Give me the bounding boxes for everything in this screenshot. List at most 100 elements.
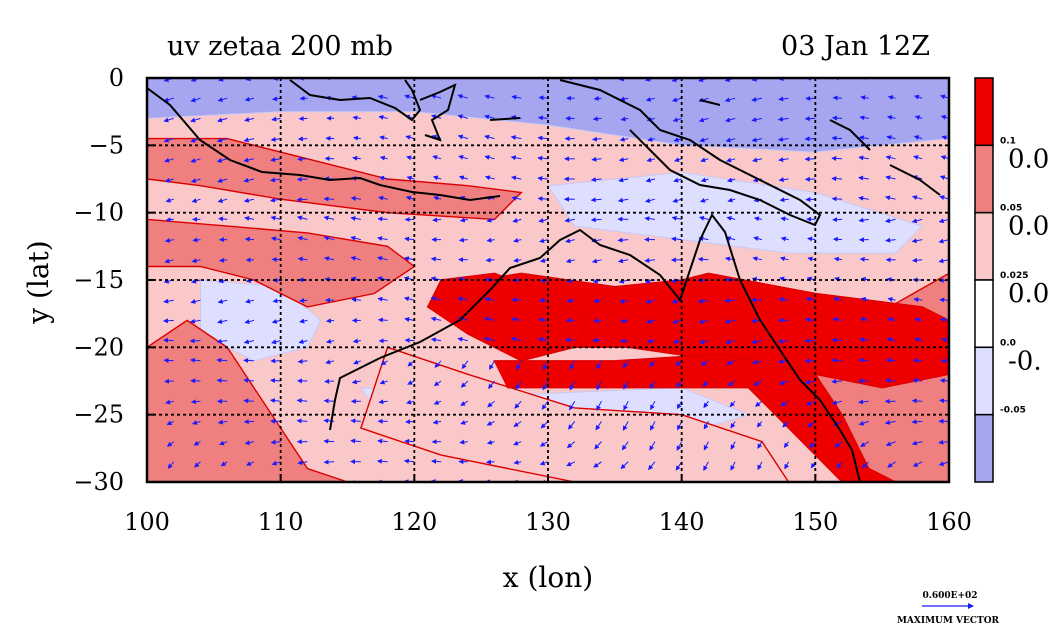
wind-vector (271, 257, 281, 263)
wind-vector (887, 317, 896, 323)
wind-vector (676, 441, 683, 451)
wind-vector (485, 459, 495, 465)
wind-vector (269, 197, 281, 203)
colorbar-boundary-label: -0.05 (1000, 406, 1026, 416)
wind-vector (644, 216, 655, 222)
wind-vector (163, 357, 174, 363)
wind-vector (244, 236, 254, 242)
wind-vector (672, 97, 682, 103)
wind-vector (511, 297, 522, 303)
wind-vector (351, 379, 361, 385)
title-right: 03 Jan 12Z (781, 31, 930, 62)
colorbar-boundary-label: 0.0 (1000, 338, 1016, 348)
wind-vector (457, 336, 468, 342)
wind-vector (782, 421, 789, 428)
wind-vector (832, 236, 843, 242)
wind-vector (780, 236, 789, 242)
wind-vector (147, 340, 148, 341)
wind-vector (911, 398, 923, 404)
wind-vector (724, 117, 736, 123)
wind-vector (569, 360, 576, 371)
x-tick-label: 100 (124, 508, 170, 536)
wind-vector (940, 155, 949, 161)
wind-vector (617, 237, 629, 243)
wind-vector (377, 317, 388, 323)
wind-vector (939, 175, 949, 181)
wind-vector (325, 338, 335, 344)
wind-vector (726, 216, 736, 221)
wind-vector (486, 237, 495, 243)
wind-vector (511, 195, 522, 201)
wind-vector (323, 459, 335, 465)
wind-vector (296, 398, 308, 404)
wind-vector (165, 197, 174, 203)
wind-vector (779, 276, 789, 282)
wind-vector (807, 236, 816, 242)
wind-vector (217, 419, 228, 425)
wind-vector (836, 461, 843, 469)
wind-vector (885, 155, 896, 161)
y-tick-label: −10 (73, 199, 124, 227)
wind-vector (911, 238, 923, 244)
wind-vector (860, 95, 869, 101)
wind-vector (431, 458, 442, 464)
wind-vector (243, 339, 255, 345)
vorticity-band-7 (493, 353, 896, 482)
wind-vector (163, 97, 174, 103)
wind-vector (190, 117, 201, 123)
wind-vector (645, 298, 656, 304)
wind-vector (191, 258, 201, 264)
wind-vector (484, 296, 495, 302)
wind-vector (861, 461, 870, 469)
wind-vector (352, 135, 361, 141)
wind-vector (243, 197, 255, 203)
wind-vector (244, 216, 255, 221)
wind-vector (164, 177, 174, 183)
wind-vector (914, 317, 923, 323)
wind-vector (912, 461, 923, 467)
wind-vector (190, 97, 201, 103)
wind-vector (189, 357, 201, 363)
wind-vector (807, 256, 816, 262)
wind-vector (673, 137, 682, 143)
wind-vector (216, 157, 228, 163)
wind-vector (513, 237, 522, 243)
wind-vector (190, 158, 201, 163)
wind-vector (537, 196, 549, 202)
wind-vector (510, 336, 522, 342)
wind-vector (167, 461, 175, 469)
wind-vector (353, 359, 362, 365)
wind-vector (940, 317, 949, 323)
wind-vector (190, 399, 201, 405)
wind-vector (190, 278, 201, 284)
wind-vector (484, 175, 495, 181)
wind-vector (407, 360, 415, 367)
wind-vector (484, 134, 495, 140)
colorbar-segment (974, 144, 994, 214)
wind-vector (350, 438, 361, 444)
wind-vector (406, 399, 415, 405)
wind-vector (539, 238, 549, 244)
wind-vector (593, 298, 602, 304)
axes: 100 110 120 130 140 150 160 0 −5 −10 −15 −20 −25 −30 (73, 64, 972, 536)
wind-vector (299, 318, 308, 324)
wind-vector (485, 257, 495, 263)
wind-vector (216, 338, 228, 344)
wind-vector (727, 380, 736, 387)
wind-vector (751, 359, 762, 365)
wind-vector (753, 236, 762, 242)
wind-vector (566, 441, 576, 449)
wind-vector (725, 339, 736, 345)
wind-vector (730, 421, 736, 429)
wind-vector (703, 441, 709, 451)
wind-vector (297, 136, 308, 142)
wind-vector (459, 217, 468, 223)
wind-vector (147, 239, 148, 241)
wind-vector (729, 400, 736, 408)
wind-vector (511, 94, 522, 100)
wind-vector (350, 255, 361, 261)
wind-vector (939, 398, 949, 404)
wind-vector (913, 135, 923, 140)
wind-vector (647, 136, 656, 142)
colorbar-boundary-label: 0.1 (1000, 136, 1016, 146)
